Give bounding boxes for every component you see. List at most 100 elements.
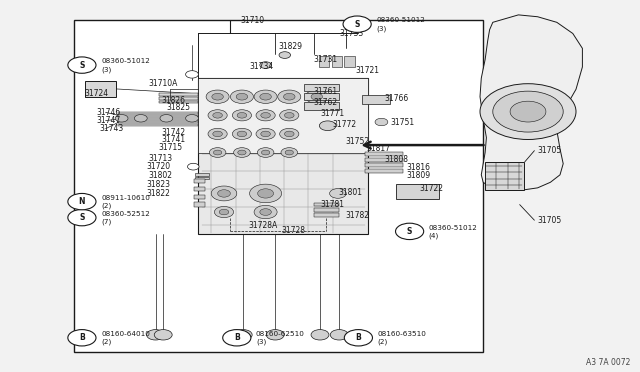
Circle shape: [278, 90, 301, 103]
Text: 31808: 31808: [384, 155, 408, 164]
Text: 31747: 31747: [96, 116, 120, 125]
Circle shape: [186, 115, 198, 122]
Bar: [118, 121, 198, 123]
Polygon shape: [480, 15, 582, 190]
Circle shape: [236, 93, 248, 100]
Text: 08911-10610: 08911-10610: [101, 195, 150, 201]
Bar: [314, 203, 339, 206]
Circle shape: [223, 330, 251, 346]
Circle shape: [343, 16, 371, 32]
Text: 31731: 31731: [314, 55, 338, 64]
Circle shape: [493, 91, 563, 132]
Text: 31746: 31746: [96, 108, 120, 117]
Bar: [344, 56, 355, 67]
Circle shape: [261, 112, 270, 118]
Text: 31705: 31705: [538, 146, 562, 155]
Circle shape: [154, 330, 172, 340]
Text: B: B: [356, 333, 361, 342]
Text: 31761: 31761: [314, 87, 338, 96]
Bar: [332, 56, 342, 67]
Circle shape: [234, 330, 252, 340]
Circle shape: [147, 330, 164, 340]
Circle shape: [134, 115, 147, 122]
Text: 31713: 31713: [148, 154, 173, 163]
Circle shape: [208, 128, 227, 140]
Text: 08360-52512: 08360-52512: [101, 211, 150, 217]
Bar: [85, 81, 116, 97]
Circle shape: [375, 118, 388, 126]
Text: 31829: 31829: [278, 42, 302, 51]
Circle shape: [250, 184, 282, 203]
Circle shape: [68, 57, 96, 73]
Bar: [159, 101, 198, 103]
Bar: [304, 102, 339, 110]
Circle shape: [284, 93, 295, 100]
Circle shape: [266, 330, 284, 340]
Text: 31710: 31710: [241, 16, 265, 25]
Circle shape: [305, 90, 328, 103]
Text: (3): (3): [101, 66, 111, 73]
Circle shape: [208, 110, 227, 121]
Text: 31734: 31734: [250, 62, 274, 71]
Circle shape: [232, 110, 252, 121]
Text: 31741: 31741: [161, 135, 186, 144]
Bar: [198, 78, 368, 153]
Bar: [159, 97, 198, 100]
Circle shape: [237, 112, 247, 118]
Text: 31822: 31822: [146, 189, 170, 198]
Circle shape: [330, 330, 348, 340]
Circle shape: [256, 128, 275, 140]
Text: 31816: 31816: [406, 163, 430, 172]
Circle shape: [285, 150, 294, 155]
Text: B: B: [234, 333, 239, 342]
Circle shape: [209, 148, 226, 157]
Circle shape: [230, 90, 253, 103]
Bar: [118, 115, 198, 117]
Circle shape: [396, 223, 424, 240]
Circle shape: [285, 112, 294, 118]
Circle shape: [212, 93, 223, 100]
Circle shape: [68, 330, 96, 346]
Circle shape: [212, 131, 223, 137]
Text: 31823: 31823: [146, 180, 170, 189]
Text: 08360-51012: 08360-51012: [429, 225, 477, 231]
Bar: [485, 162, 524, 190]
Bar: [118, 124, 198, 126]
Text: 31721: 31721: [355, 66, 380, 75]
Text: 08160-64010: 08160-64010: [101, 331, 150, 337]
Circle shape: [254, 205, 277, 219]
Text: 31715: 31715: [159, 143, 183, 152]
Text: A3 7A 0072: A3 7A 0072: [586, 358, 630, 367]
Circle shape: [212, 112, 223, 118]
Text: 08160-62510: 08160-62510: [256, 331, 305, 337]
Circle shape: [68, 193, 96, 210]
Text: S: S: [79, 61, 84, 70]
Text: 31742: 31742: [161, 128, 186, 137]
Text: 31733: 31733: [339, 29, 364, 38]
Circle shape: [311, 93, 323, 100]
Bar: [314, 208, 339, 212]
Circle shape: [115, 115, 128, 122]
Circle shape: [330, 189, 346, 198]
Circle shape: [214, 206, 234, 218]
Bar: [365, 163, 403, 167]
Text: (4): (4): [429, 232, 439, 239]
Text: 31809: 31809: [406, 171, 431, 180]
Circle shape: [160, 115, 173, 122]
Circle shape: [257, 148, 274, 157]
Bar: [118, 118, 198, 120]
Text: 31802: 31802: [148, 171, 173, 180]
Circle shape: [211, 186, 237, 201]
Circle shape: [219, 209, 229, 215]
Text: S: S: [407, 227, 412, 236]
Text: 31705: 31705: [538, 216, 562, 225]
Bar: [118, 112, 198, 114]
Text: 31751: 31751: [390, 118, 415, 126]
Text: 08360-51012: 08360-51012: [101, 58, 150, 64]
Circle shape: [218, 190, 230, 197]
Bar: [365, 158, 403, 162]
Circle shape: [344, 330, 372, 346]
Text: (2): (2): [101, 339, 111, 346]
Circle shape: [68, 209, 96, 226]
Circle shape: [260, 93, 271, 100]
